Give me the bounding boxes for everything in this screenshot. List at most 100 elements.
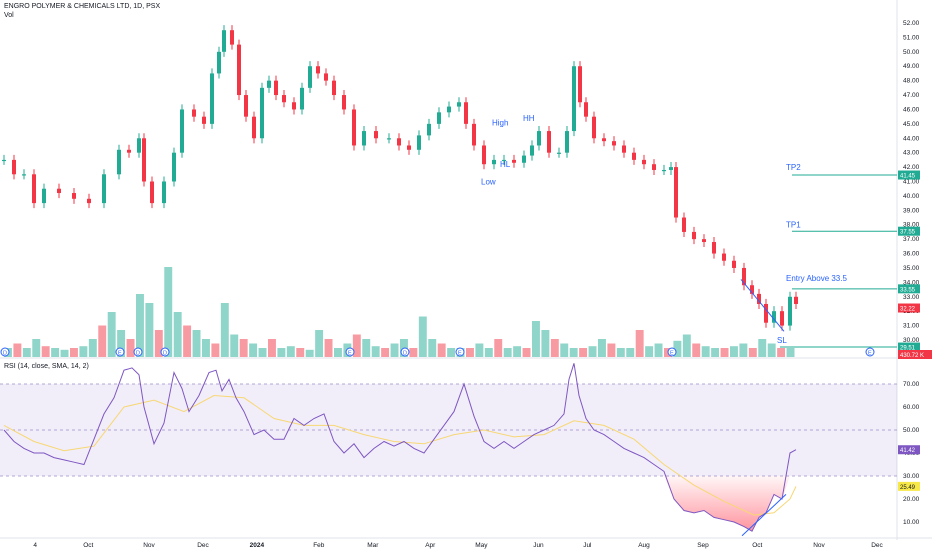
volume-bar-50 (475, 343, 484, 357)
annotation-1: HH (523, 114, 535, 123)
volume-bar-79 (748, 348, 757, 357)
candle-body-70 (662, 169, 666, 172)
volume-bar-30 (286, 346, 295, 357)
volume-bar-25 (239, 339, 248, 357)
candle-body-64 (602, 138, 606, 142)
candle-body-79 (742, 267, 746, 286)
rsi-tick-1: 60.00 (903, 404, 920, 411)
candle-body-62 (584, 102, 588, 117)
event-marker-label-0: D (3, 351, 7, 357)
volume-bar-81 (767, 343, 776, 357)
candle-body-16 (180, 109, 184, 153)
candle-body-43 (417, 135, 421, 150)
candle-body-22 (230, 30, 234, 45)
volume-bar-49 (466, 348, 474, 357)
candle-body-23 (237, 44, 241, 96)
event-marker-0 (0, 347, 10, 357)
event-marker-label-6: E (458, 351, 462, 357)
volume-bar-59 (560, 343, 569, 357)
rsi-band (0, 384, 897, 476)
candle-body-40 (387, 138, 391, 140)
volume-bar-57 (541, 330, 550, 357)
event-marker-label-4: E (348, 351, 352, 357)
candle-body-33 (316, 66, 320, 74)
time-tick-12: Sep (697, 542, 709, 549)
volume-bar-15 (145, 303, 154, 357)
time-tick-6: Mar (367, 542, 379, 549)
volume-bar-53 (503, 348, 512, 357)
event-marker-1 (115, 347, 125, 357)
volume-bar-29 (277, 348, 286, 357)
volume-bar-2 (22, 348, 31, 357)
volume-bar-41 (390, 343, 399, 357)
candle-body-3 (32, 174, 36, 204)
candle-body-35 (332, 80, 336, 96)
rsi-tick-2: 50.00 (903, 427, 920, 434)
candle-body-71 (669, 167, 673, 170)
volume-label: Vol (4, 12, 14, 19)
price-tick-10: 42.00 (903, 164, 920, 171)
chart-title: ENGRO POLYMER & CHEMICALS LTD, 1D, PSX (4, 3, 161, 10)
candle-body-52 (502, 159, 506, 162)
volume-bar-78 (739, 343, 748, 357)
candle-body-2 (22, 174, 26, 176)
event-marker-label-8: E (868, 351, 872, 357)
rsi-trendline (741, 494, 787, 537)
candle-body-72 (674, 167, 678, 218)
rsi-tick-0: 70.00 (903, 381, 920, 388)
volume-bar-82 (777, 348, 786, 357)
candle-body-20 (217, 51, 221, 74)
volume-bar-66 (626, 348, 635, 357)
candle-body-44 (427, 123, 431, 136)
level-badge-0 (898, 170, 920, 180)
candle-body-74 (692, 231, 696, 240)
candle-body-56 (537, 131, 541, 146)
volume-bar-6 (60, 349, 69, 357)
event-marker-4 (345, 347, 355, 357)
volume-bar-8 (79, 346, 88, 357)
candle-body-15 (172, 152, 176, 182)
candle-body-45 (437, 112, 441, 124)
volume-bar-20 (192, 330, 201, 357)
candle-body-57 (547, 131, 551, 153)
volume-bar-21 (202, 339, 210, 357)
candle-body-84 (780, 311, 784, 326)
candle-body-17 (192, 109, 196, 117)
candle-body-73 (682, 217, 686, 232)
volume-bar-77 (730, 346, 738, 357)
level-label-0: 41.45 (900, 174, 916, 180)
last-price-badge (898, 303, 920, 313)
price-tick-13: 39.00 (903, 207, 920, 214)
volume-bar-33 (315, 330, 324, 357)
volume-bar-16 (154, 330, 163, 357)
rsi-label: RSI (14, close, SMA, 14, 2) (4, 363, 89, 370)
candle-body-46 (447, 106, 451, 113)
candle-body-30 (292, 102, 296, 110)
volume-bar-19 (183, 325, 192, 357)
volume-bar-47 (447, 348, 456, 357)
volume-bar-31 (296, 348, 305, 357)
volume-bar-43 (409, 348, 418, 357)
event-marker-3 (160, 347, 170, 357)
volume-bar-83 (786, 348, 795, 357)
candle-body-42 (407, 145, 411, 150)
time-tick-13: Oct (752, 542, 762, 549)
event-marker-label-2: D (136, 351, 140, 357)
volume-bar-71 (673, 340, 682, 357)
price-tick-9: 43.00 (903, 150, 920, 157)
candle-body-10 (127, 149, 131, 153)
event-marker-2 (133, 347, 143, 357)
volume-bar-46 (437, 343, 446, 357)
volume-bar-58 (550, 339, 559, 357)
candle-body-63 (592, 116, 596, 139)
volume-bar-73 (692, 343, 701, 357)
volume-bar-32 (305, 349, 314, 357)
level-label-3: 29.51 (900, 346, 916, 352)
time-tick-7: Apr (425, 542, 436, 549)
candle-body-51 (492, 159, 496, 165)
candle-body-75 (702, 239, 706, 243)
volume-bar-61 (579, 348, 588, 357)
volume-bar-68 (645, 346, 654, 357)
level-badge-3 (898, 342, 920, 352)
